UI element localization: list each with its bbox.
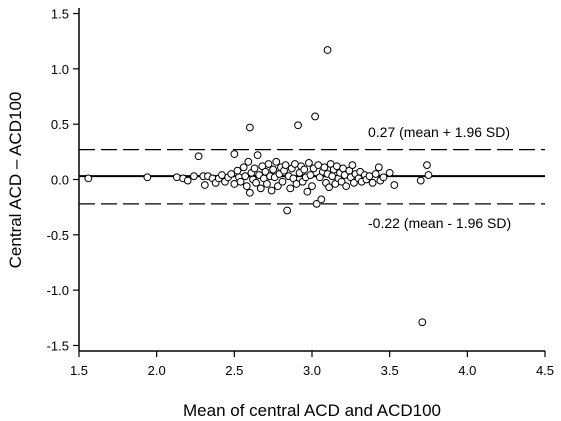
data-point bbox=[230, 150, 239, 158]
data-point bbox=[273, 182, 282, 191]
y-tick-label: 1.0 bbox=[51, 62, 69, 77]
data-point bbox=[348, 161, 357, 170]
data-point bbox=[269, 165, 278, 174]
x-tick-label: 2.0 bbox=[148, 363, 166, 378]
data-point bbox=[317, 195, 326, 204]
x-tick-label: 4.0 bbox=[458, 363, 476, 378]
data-point bbox=[418, 318, 427, 327]
data-point bbox=[300, 165, 309, 174]
data-point bbox=[286, 184, 295, 193]
data-point bbox=[245, 188, 254, 197]
data-point bbox=[143, 173, 152, 182]
y-tick-label: 1.5 bbox=[51, 7, 69, 22]
y-tick-label: -0.5 bbox=[47, 228, 69, 243]
data-point bbox=[253, 151, 262, 160]
data-point bbox=[308, 182, 316, 191]
data-point bbox=[267, 186, 276, 195]
upper-limit-label: 0.27 (mean + 1.96 SD) bbox=[368, 124, 510, 140]
data-points bbox=[84, 46, 433, 327]
x-tick-label: 4.5 bbox=[536, 363, 554, 378]
data-point bbox=[233, 166, 242, 175]
data-point bbox=[278, 177, 287, 186]
data-point bbox=[252, 178, 260, 187]
data-point bbox=[390, 181, 399, 189]
data-point bbox=[283, 206, 292, 215]
x-tick-label: 3.5 bbox=[381, 363, 399, 378]
data-point bbox=[183, 176, 192, 185]
y-tick-label: 0.5 bbox=[51, 117, 69, 132]
data-point bbox=[236, 177, 245, 186]
ticks: 1.5 2.0 2.5 3.0 3.5 4.0 4.5 1.5 1.0 0.5 0.0 -0.5 -1.… bbox=[47, 7, 554, 378]
y-axis-title: Central ACD – ACD100 bbox=[6, 92, 25, 269]
data-point bbox=[424, 171, 433, 179]
data-point bbox=[256, 184, 265, 193]
data-point bbox=[304, 159, 313, 167]
data-point bbox=[374, 163, 383, 172]
x-tick-label: 3.0 bbox=[303, 363, 321, 378]
data-point bbox=[245, 123, 254, 132]
data-point bbox=[239, 163, 248, 172]
data-point bbox=[320, 163, 329, 172]
data-point bbox=[303, 187, 312, 196]
data-point bbox=[423, 161, 431, 170]
data-point bbox=[311, 112, 320, 121]
data-point bbox=[368, 178, 377, 187]
data-point bbox=[172, 173, 181, 182]
data-point bbox=[325, 183, 333, 192]
data-point bbox=[371, 170, 380, 178]
data-point bbox=[200, 181, 209, 189]
x-axis-title: Mean of central ACD and ACD100 bbox=[183, 401, 441, 420]
data-point bbox=[250, 164, 259, 173]
data-point bbox=[385, 168, 394, 177]
data-point bbox=[416, 176, 425, 185]
data-point bbox=[312, 199, 321, 208]
data-point bbox=[350, 178, 358, 187]
data-point bbox=[84, 174, 93, 183]
data-point bbox=[227, 170, 236, 178]
data-point bbox=[261, 167, 270, 176]
data-point bbox=[294, 121, 302, 130]
y-tick-label: -1.5 bbox=[47, 338, 69, 353]
data-point bbox=[242, 182, 251, 191]
data-point bbox=[323, 46, 332, 54]
x-tick-label: 1.5 bbox=[70, 363, 88, 378]
data-point bbox=[272, 157, 281, 166]
data-point bbox=[337, 177, 346, 186]
data-point bbox=[244, 157, 253, 166]
y-tick-label: 0.0 bbox=[51, 173, 69, 188]
data-point bbox=[263, 180, 271, 188]
data-point bbox=[379, 173, 388, 182]
data-point bbox=[194, 152, 203, 161]
data-point bbox=[306, 171, 315, 179]
data-point bbox=[264, 160, 273, 168]
y-tick-label: -1.0 bbox=[47, 283, 69, 298]
x-tick-label: 2.5 bbox=[225, 363, 243, 378]
data-point bbox=[190, 172, 198, 181]
data-point bbox=[241, 172, 250, 181]
lower-limit-label: -0.22 (mean - 1.96 SD) bbox=[368, 215, 511, 231]
data-point bbox=[342, 182, 351, 191]
data-point bbox=[281, 161, 290, 170]
